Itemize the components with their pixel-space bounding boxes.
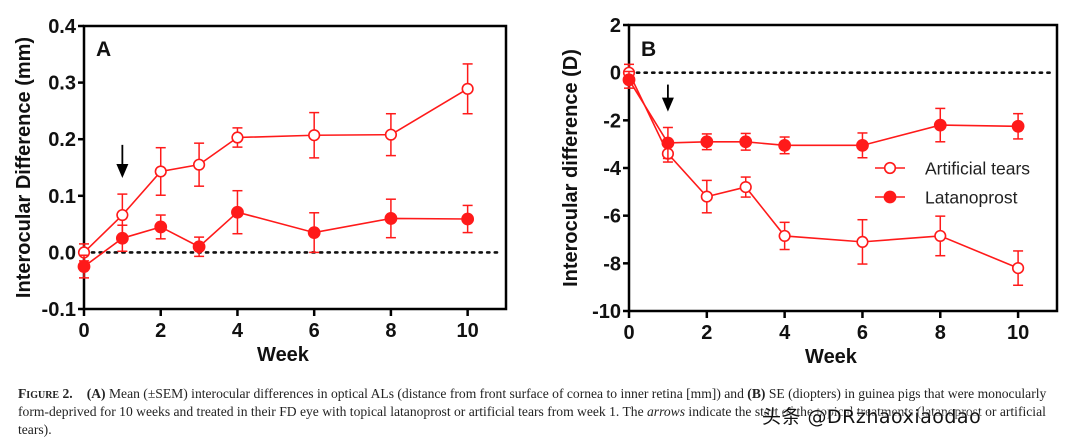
caption-figure-label: Figure 2.: [18, 386, 73, 401]
y-axis-label: Interocular difference (D): [560, 49, 582, 287]
y-tick-label: -8: [603, 253, 621, 275]
data-point: [231, 205, 244, 219]
x-tick-label: 6: [309, 320, 320, 342]
legend-label: Artificial tears: [925, 159, 1030, 179]
caption-arrows-word: arrows: [647, 404, 686, 419]
series-latanoprost: [77, 189, 475, 279]
data-point: [77, 260, 91, 273]
data-point: [1011, 119, 1025, 133]
data-point: [661, 136, 675, 150]
panel-label: B: [641, 38, 656, 61]
y-tick-label: 0.2: [48, 129, 76, 151]
data-point: [384, 128, 398, 141]
x-tick-label: 8: [935, 322, 946, 344]
series-latanoprost: [622, 70, 1025, 160]
legend-marker: [883, 161, 897, 175]
caption-part-a-text: Mean (±SEM) interocular differences in o…: [105, 386, 748, 401]
data-point: [192, 240, 206, 254]
series-artificial-tears: [77, 63, 474, 262]
y-tick-label: 0.0: [48, 242, 76, 264]
data-point: [461, 82, 474, 95]
x-axis-label: Week: [805, 346, 858, 368]
series-artificial-tears: [622, 63, 1025, 287]
data-point: [308, 129, 321, 142]
data-point: [154, 220, 168, 234]
data-point: [1011, 262, 1025, 275]
data-point: [461, 212, 475, 226]
x-tick-label: 10: [457, 320, 479, 342]
data-point: [116, 208, 129, 222]
caption-part-a-label: (A): [86, 386, 106, 401]
y-tick-label: 2: [610, 15, 621, 37]
x-tick-label: 6: [857, 322, 868, 344]
x-tick-label: 4: [779, 322, 791, 344]
chart-panel-a: -0.1 0.0 0.1 0.2 0.3 0.4 0 2 4 6 8 10 Week Interocula…: [13, 16, 508, 366]
series-line: [83, 211, 468, 268]
y-tick-label: 0.4: [48, 16, 77, 38]
data-point: [856, 235, 869, 248]
data-point: [856, 138, 869, 152]
data-point: [778, 138, 792, 152]
x-axis-label: Week: [257, 344, 310, 366]
y-tick-label: 0.3: [48, 73, 76, 95]
legend: Artificial tears Latanoprost: [875, 159, 1030, 208]
data-point: [622, 73, 636, 87]
legend-marker: [883, 190, 897, 204]
data-point: [154, 165, 167, 178]
data-point: [115, 231, 129, 245]
data-point: [192, 158, 206, 171]
figure-caption: Figure 2. (A) Mean (±SEM) interocular dif…: [18, 385, 1068, 439]
panel-label: A: [96, 38, 111, 61]
y-axis-label: Interocular Difference (mm): [13, 37, 35, 298]
treatment-start-arrow-head: [116, 163, 129, 178]
y-tick-label: 0: [610, 63, 621, 85]
data-point: [231, 131, 244, 144]
x-tick-label: 0: [623, 322, 634, 344]
caption-part-b-text: SE (diopters) in guinea pigs that were m…: [18, 386, 1047, 419]
watermark: 头条 @DRzhaoxiaodao: [762, 406, 982, 428]
y-tick-label: 0.1: [48, 186, 76, 208]
chart-panel-b: -10 -8 -6 -4 -2 0 2 0 2 4 6 8 10 Week Interocular diff…: [560, 15, 1059, 368]
data-point: [307, 226, 321, 239]
caption-part-b-label: (B): [747, 386, 766, 401]
series-line: [83, 88, 469, 253]
y-tick-label: -6: [603, 206, 621, 228]
y-tick-label: -4: [603, 158, 622, 180]
legend-label: Latanoprost: [925, 188, 1018, 208]
data-point: [700, 190, 713, 203]
data-point: [700, 135, 714, 149]
x-tick-label: 8: [385, 320, 396, 342]
y-tick-label: -10: [592, 301, 621, 323]
data-point: [934, 229, 947, 243]
data-point: [933, 118, 947, 132]
series-line: [628, 79, 1019, 147]
x-tick-label: 0: [78, 320, 89, 342]
data-point: [739, 180, 752, 194]
plot-frame: [82, 24, 508, 311]
y-tick-label: -0.1: [42, 299, 76, 321]
x-tick-label: 4: [232, 320, 244, 342]
x-tick-label: 2: [155, 320, 166, 342]
data-point: [739, 135, 753, 149]
y-tick-label: -2: [603, 110, 621, 132]
x-tick-label: 10: [1007, 322, 1029, 344]
x-tick-label: 2: [701, 322, 712, 344]
data-point: [384, 212, 398, 225]
series-line: [628, 72, 1019, 269]
data-point: [778, 229, 791, 243]
caption-tail-text: indicate the start of the topical treatm…: [18, 404, 1046, 437]
treatment-start-arrow-head: [661, 97, 674, 112]
